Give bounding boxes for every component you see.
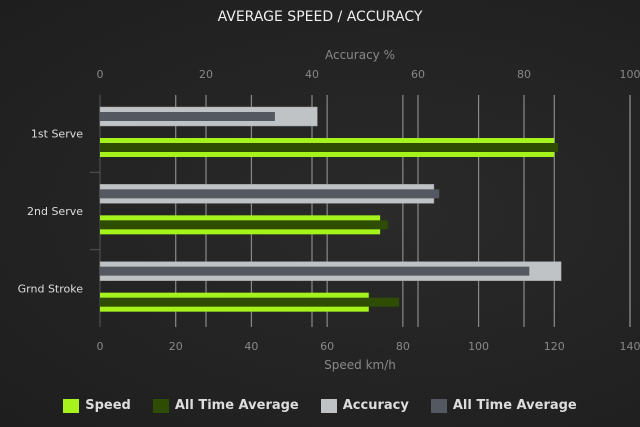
top-tick-label: 0 — [97, 68, 104, 81]
bottom-tick-label: 100 — [468, 340, 489, 353]
category-label: Grnd Stroke — [18, 282, 84, 295]
legend-swatch — [320, 398, 337, 413]
legend-item-accuracy[interactable]: Accuracy — [320, 398, 409, 413]
legend-label: Speed — [85, 398, 131, 413]
legend-swatch — [430, 398, 447, 413]
speed-average-bar — [100, 220, 388, 230]
bottom-tick-label: 20 — [169, 340, 183, 353]
speed-average-bar — [100, 143, 559, 152]
legend: Speed All Time Average Accuracy All Time… — [0, 398, 640, 413]
bottom-tick-label: 40 — [244, 340, 258, 353]
top-tick-label: 20 — [199, 68, 213, 81]
accuracy-average-bar — [100, 112, 275, 121]
bottom-axis-label: Speed km/h — [324, 358, 396, 372]
legend-swatch — [63, 398, 80, 413]
bottom-tick-label: 80 — [396, 340, 410, 353]
legend-label: All Time Average — [174, 398, 299, 413]
accuracy-average-bar — [100, 189, 440, 199]
bottom-tick-label: 0 — [97, 340, 104, 353]
top-tick-label: 100 — [620, 68, 640, 81]
category-label: 1st Serve — [31, 128, 83, 141]
top-tick-label: 80 — [517, 68, 531, 81]
speed-average-bar — [100, 297, 400, 307]
top-tick-label: 60 — [411, 68, 425, 81]
accuracy-average-bar — [100, 266, 530, 276]
top-tick-label: 40 — [305, 68, 319, 81]
legend-item-speed-average[interactable]: All Time Average — [152, 398, 299, 413]
legend-swatch — [152, 398, 169, 413]
legend-item-speed[interactable]: Speed — [63, 398, 131, 413]
legend-item-accuracy-average[interactable]: All Time Average — [430, 398, 577, 413]
bottom-tick-label: 140 — [620, 340, 640, 353]
bottom-tick-label: 120 — [544, 340, 565, 353]
legend-label: Accuracy — [342, 398, 409, 413]
category-label: 2nd Serve — [27, 205, 83, 218]
top-axis-label: Accuracy % — [325, 48, 395, 62]
chart-title: AVERAGE SPEED / ACCURACY — [218, 9, 423, 25]
bottom-tick-label: 60 — [320, 340, 334, 353]
legend-label: All Time Average — [452, 398, 577, 413]
